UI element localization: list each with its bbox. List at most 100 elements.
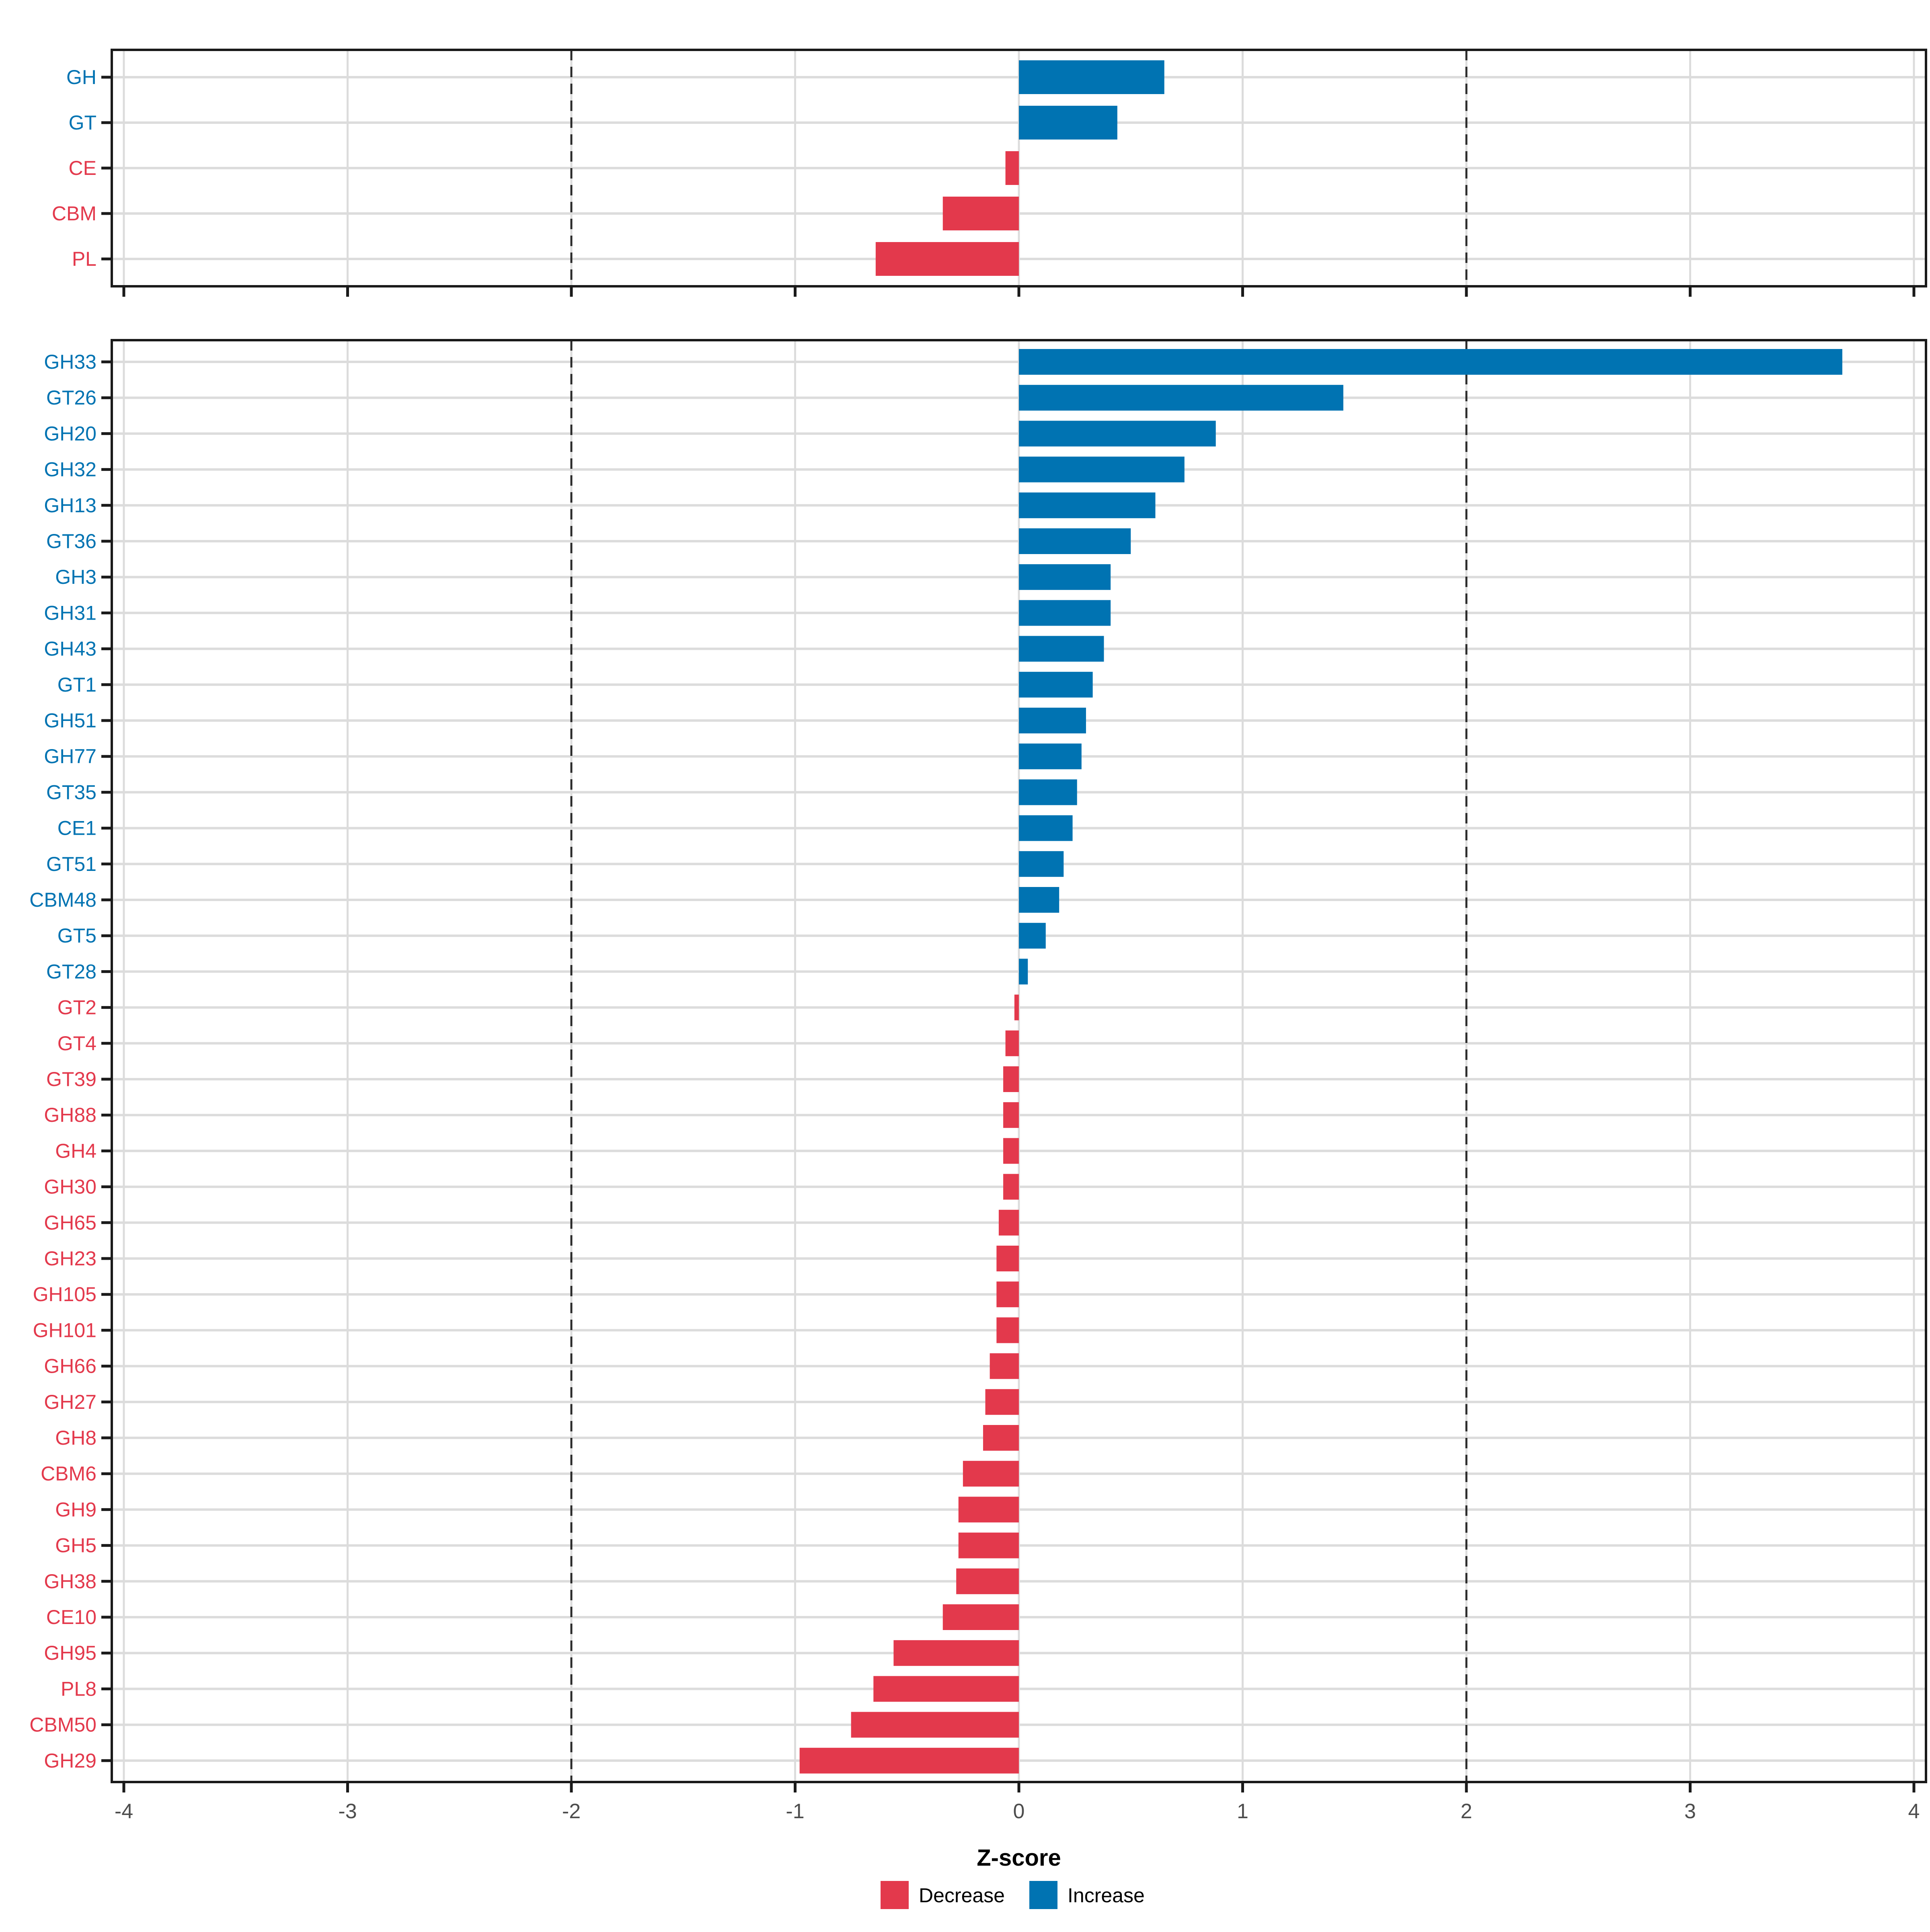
y-tick-label-GH105: GH105 — [33, 1283, 96, 1306]
y-tick-label-GT: GT — [69, 111, 96, 134]
bar-GH51 — [1019, 708, 1086, 733]
y-tick-label-CE10: CE10 — [46, 1606, 96, 1628]
legend-swatch-increase — [1029, 1881, 1057, 1909]
x-tick-label: 2 — [1461, 1800, 1472, 1823]
bar-GT35 — [1019, 779, 1077, 805]
bar-GH8 — [983, 1425, 1019, 1451]
bar-GT26 — [1019, 385, 1343, 411]
y-tick-label-GH65: GH65 — [44, 1211, 96, 1234]
y-tick-label-GH: GH — [66, 66, 96, 88]
y-tick-label-GT39: GT39 — [46, 1068, 96, 1090]
y-tick-label-CE1: CE1 — [57, 817, 96, 840]
bar-GT2 — [1014, 994, 1019, 1020]
y-tick-label-GT51: GT51 — [46, 853, 96, 875]
bar-GH33 — [1019, 349, 1842, 375]
bar-GH88 — [1003, 1102, 1019, 1128]
y-tick-label-GH30: GH30 — [44, 1176, 96, 1198]
bar-GH13 — [1019, 492, 1156, 518]
y-tick-label-GH88: GH88 — [44, 1104, 96, 1126]
y-tick-label-GH43: GH43 — [44, 638, 96, 660]
y-tick-label-GH4: GH4 — [55, 1139, 96, 1162]
bar-GH5 — [958, 1532, 1019, 1558]
bar-GH — [1019, 60, 1164, 94]
legend-swatch-decrease — [881, 1881, 909, 1909]
y-tick-label-GH8: GH8 — [55, 1427, 96, 1449]
bar-GT1 — [1019, 671, 1093, 698]
bar-GH9 — [958, 1497, 1019, 1523]
bar-CE10 — [942, 1604, 1019, 1630]
bar-GH105 — [996, 1281, 1019, 1308]
bar-GH95 — [893, 1640, 1019, 1666]
x-tick-label: -2 — [562, 1800, 581, 1823]
y-tick-label-GH3: GH3 — [55, 566, 96, 588]
y-tick-label-GH33: GH33 — [44, 351, 96, 373]
bar-GH27 — [985, 1389, 1019, 1415]
y-tick-label-PL: PL — [72, 248, 96, 270]
x-tick-label: -3 — [338, 1800, 357, 1823]
bar-GT36 — [1019, 528, 1131, 554]
x-tick-label: 4 — [1908, 1800, 1920, 1823]
bar-GT — [1019, 106, 1117, 140]
bar-GH4 — [1003, 1138, 1019, 1164]
y-tick-label-GH32: GH32 — [44, 458, 96, 481]
legend: Decrease Increase — [881, 1881, 1145, 1909]
cazyme-class-panel: GH GT CE CBM PL — [52, 49, 1927, 297]
bar-GH101 — [996, 1317, 1019, 1343]
bar-PL8 — [873, 1676, 1019, 1702]
bar-CE1 — [1019, 815, 1073, 841]
y-tick-label-CBM6: CBM6 — [41, 1462, 96, 1485]
y-tick-label-GH9: GH9 — [55, 1498, 96, 1521]
bar-CBM48 — [1019, 887, 1059, 913]
bar-PL — [875, 242, 1019, 276]
bar-GH38 — [956, 1568, 1019, 1594]
x-tick-label: 0 — [1013, 1800, 1025, 1823]
x-tick-label: 3 — [1684, 1800, 1696, 1823]
y-tick-label-GH23: GH23 — [44, 1247, 96, 1270]
y-tick-label-GH27: GH27 — [44, 1391, 96, 1413]
cazyme-family-panel: GH33GT26GH20GH32GH13GT36GH3GH31GH43GT1GH… — [29, 339, 1927, 1823]
y-tick-label-GT35: GT35 — [46, 781, 96, 803]
y-tick-label-CBM: CBM — [52, 202, 96, 225]
bar-GH43 — [1019, 636, 1104, 662]
y-tick-label-GH77: GH77 — [44, 745, 96, 768]
bar-GT28 — [1019, 959, 1028, 985]
bar-GH65 — [998, 1209, 1019, 1236]
bar-GH31 — [1019, 600, 1111, 626]
bar-GH32 — [1019, 456, 1185, 482]
bar-GH77 — [1019, 743, 1082, 770]
legend-label-decrease: Decrease — [919, 1884, 1005, 1907]
bar-CBM50 — [851, 1712, 1019, 1738]
y-tick-label-GH38: GH38 — [44, 1570, 96, 1593]
y-tick-label-GT28: GT28 — [46, 960, 96, 983]
bar-CBM6 — [963, 1461, 1019, 1487]
x-tick-label: -1 — [786, 1800, 804, 1823]
bar-GH20 — [1019, 421, 1216, 447]
panels: GH GT CE CBM PL GH33 GT26 GH20 GH32 GH13 GT36 GH3 GH… — [29, 49, 1927, 1823]
y-tick-label-GT36: GT36 — [46, 530, 96, 552]
y-tick-label-GH29: GH29 — [44, 1749, 96, 1772]
bar-GH66 — [990, 1353, 1019, 1379]
y-tick-label-GH13: GH13 — [44, 494, 96, 517]
y-tick-label-GH101: GH101 — [33, 1319, 96, 1341]
bar-GH23 — [996, 1246, 1019, 1271]
y-tick-label-GT1: GT1 — [57, 673, 96, 696]
y-tick-label-GH20: GH20 — [44, 422, 96, 445]
legend-label-increase: Increase — [1068, 1884, 1145, 1907]
y-tick-label-PL8: PL8 — [61, 1677, 96, 1700]
x-tick-label: 1 — [1237, 1800, 1248, 1823]
bar-GT5 — [1019, 923, 1046, 949]
y-tick-label-CBM50: CBM50 — [29, 1714, 96, 1736]
bar-CBM — [942, 197, 1019, 230]
y-tick-label-CBM48: CBM48 — [29, 889, 96, 911]
y-tick-label-GH31: GH31 — [44, 602, 96, 624]
y-tick-label-GH51: GH51 — [44, 709, 96, 732]
y-tick-label-CE: CE — [69, 157, 96, 179]
y-tick-label-GH66: GH66 — [44, 1355, 96, 1378]
bar-GT51 — [1019, 851, 1064, 877]
x-axis-title: Z-score — [977, 1845, 1061, 1871]
y-tick-label-GT2: GT2 — [57, 996, 96, 1019]
y-tick-label-GT5: GT5 — [57, 924, 96, 947]
bar-GT39 — [1003, 1066, 1019, 1092]
y-tick-label-GT4: GT4 — [57, 1032, 96, 1055]
